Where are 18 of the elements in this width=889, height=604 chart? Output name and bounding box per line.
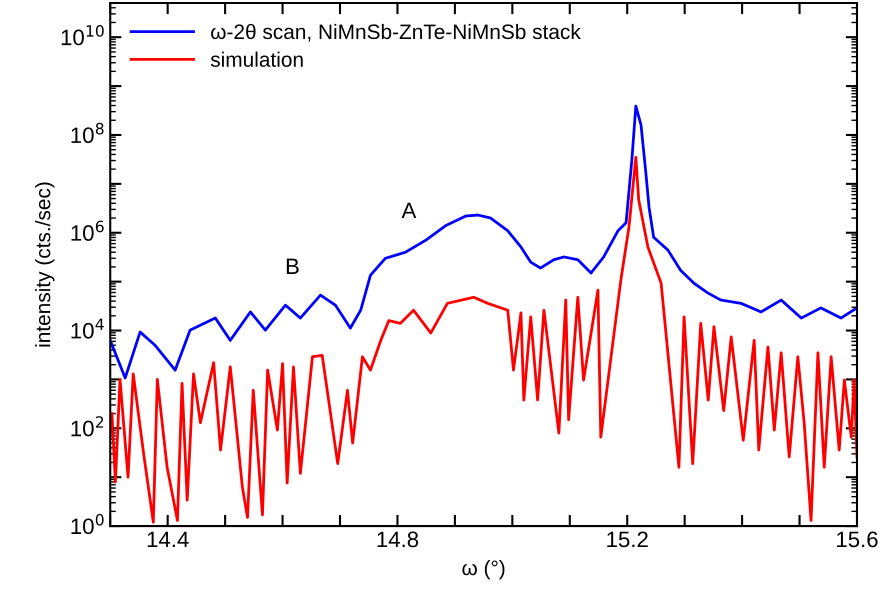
annotation: B [286, 258, 299, 274]
y-tick-label: 10$^{10}$ [62, 25, 104, 46]
line-series [110, 156, 857, 524]
x-tick-label: 14.8 [378, 532, 418, 548]
annotation: A [402, 202, 416, 218]
y-tick-label: 10$^{6}$ [72, 220, 104, 241]
x-tick-label: 15.2 [607, 532, 648, 548]
line-series [110, 104, 857, 380]
y-tick-label: 10$^{0}$ [72, 514, 104, 534]
x-tick-label: 15.6 [837, 532, 878, 548]
legend-label: simulation [210, 52, 303, 67]
y-tick-label: 10$^{2}$ [72, 416, 104, 436]
y-axis-title: intensity (cts./sec) [35, 182, 54, 347]
x-tick-label: 14.4 [148, 532, 189, 548]
y-tick-label: 10$^{8}$ [72, 122, 104, 144]
y-tick-label: 10$^{4}$ [72, 318, 104, 339]
x-axis-title: ω (°) [462, 560, 504, 580]
legend-label: ω-2θ scan, NiMnSb-ZnTe-NiMnSb stack [211, 24, 581, 42]
